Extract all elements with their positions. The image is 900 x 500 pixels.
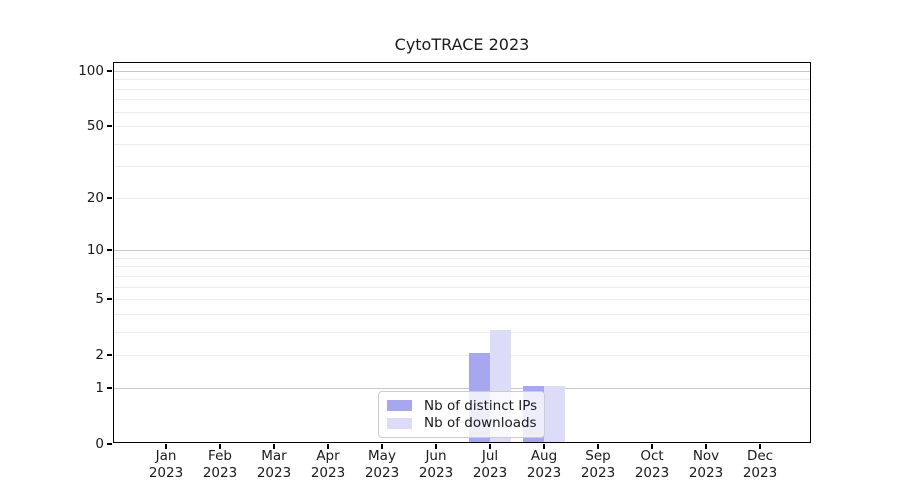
y-tick-label: 2 [95, 347, 104, 364]
y-tick-label: 1 [95, 379, 104, 396]
x-tick-label: Jan 2023 [148, 448, 184, 481]
minor-gridline [114, 99, 810, 101]
legend: Nb of distinct IPs Nb of downloads [378, 391, 545, 438]
x-tick-label: Jun 2023 [418, 448, 454, 481]
x-tick-label: Mar 2023 [256, 448, 292, 481]
y-tick-mark [107, 197, 112, 199]
y-tick-mark [107, 387, 112, 389]
minor-gridline [114, 331, 810, 333]
chart-title: CytoTRACE 2023 [394, 35, 530, 54]
y-tick-label: 0 [95, 436, 104, 452]
minor-gridline [114, 79, 810, 81]
x-tick-label: Jul 2023 [472, 448, 508, 481]
legend-label-distinct-ips: Nb of distinct IPs [424, 397, 538, 414]
y-tick-mark [107, 354, 112, 356]
minor-gridline [114, 355, 810, 357]
legend-item-distinct-ips: Nb of distinct IPs [387, 397, 538, 414]
legend-item-downloads: Nb of downloads [387, 415, 537, 432]
x-tick-mark [651, 444, 653, 449]
x-tick-label: Nov 2023 [688, 448, 724, 481]
minor-gridline [114, 286, 810, 288]
minor-gridline [114, 257, 810, 259]
x-tick-label: Dec 2023 [742, 448, 778, 481]
y-tick-mark [107, 70, 112, 72]
x-tick-mark [543, 444, 545, 449]
bar-downloads-aug [544, 385, 565, 442]
x-tick-label: Apr 2023 [310, 448, 346, 481]
x-tick-mark [327, 444, 329, 449]
x-tick-mark [705, 444, 707, 449]
y-tick-label: 50 [86, 118, 104, 135]
y-tick-label: 5 [95, 291, 104, 308]
minor-gridline [114, 299, 810, 301]
legend-label-downloads: Nb of downloads [424, 415, 537, 432]
major-gridline [114, 250, 810, 252]
x-tick-label: Feb 2023 [202, 448, 238, 481]
x-tick-mark [273, 444, 275, 449]
y-tick-label: 10 [86, 242, 104, 259]
x-tick-mark [219, 444, 221, 449]
x-tick-mark [381, 444, 383, 449]
x-tick-label: Sep 2023 [580, 448, 616, 481]
x-tick-mark [435, 444, 437, 449]
minor-gridline [114, 275, 810, 277]
major-gridline [114, 387, 810, 389]
x-tick-mark [165, 444, 167, 449]
x-tick-mark [489, 444, 491, 449]
downloads-swatch [387, 417, 412, 429]
y-tick-mark [107, 125, 112, 127]
plot-area: 0 1 2 5 10 20 50 100 Jan 2023 Feb 2023 Mar 2023 Apr… [78, 62, 811, 481]
x-tick-label: Aug 2023 [526, 448, 562, 481]
minor-gridline [114, 266, 810, 268]
y-tick-mark [107, 249, 112, 251]
y-tick-mark [107, 443, 112, 445]
major-gridline [114, 70, 810, 72]
minor-gridline [114, 126, 810, 128]
minor-gridline [114, 143, 810, 145]
x-tick-label: May 2023 [364, 448, 400, 481]
minor-gridline [114, 197, 810, 199]
x-tick-mark [759, 444, 761, 449]
minor-gridline [114, 313, 810, 315]
distinct-ips-swatch [387, 400, 412, 412]
x-tick-label: Oct 2023 [634, 448, 670, 481]
x-tick-mark [597, 444, 599, 449]
minor-gridline [114, 166, 810, 168]
minor-gridline [114, 88, 810, 90]
y-tick-label: 100 [78, 63, 104, 79]
y-tick-label: 20 [86, 189, 104, 206]
y-tick-mark [107, 298, 112, 300]
minor-gridline [114, 111, 810, 113]
